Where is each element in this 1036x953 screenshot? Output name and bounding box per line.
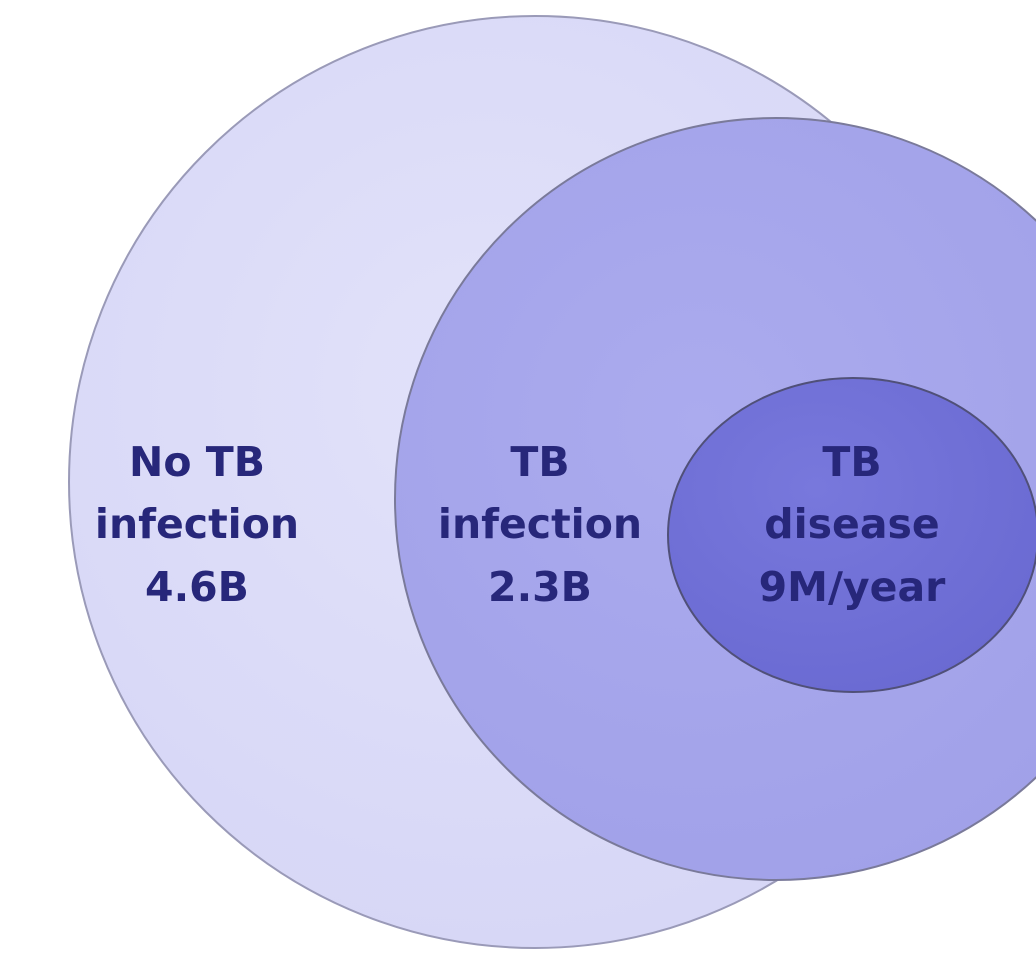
label-line: 9M/year <box>759 563 947 611</box>
label-line: infection <box>95 500 299 548</box>
inner-label: TB disease 9M/year <box>759 438 947 611</box>
label-line: No TB <box>129 438 265 486</box>
label-line: disease <box>764 500 940 548</box>
label-line: TB <box>510 438 569 486</box>
label-line: 2.3B <box>488 563 592 611</box>
middle-label: TB infection 2.3B <box>438 438 642 611</box>
label-line: TB <box>822 438 881 486</box>
label-line: 4.6B <box>145 563 249 611</box>
inner-ellipse <box>667 377 1036 693</box>
label-line: infection <box>438 500 642 548</box>
outer-label: No TB infection 4.6B <box>95 438 299 611</box>
